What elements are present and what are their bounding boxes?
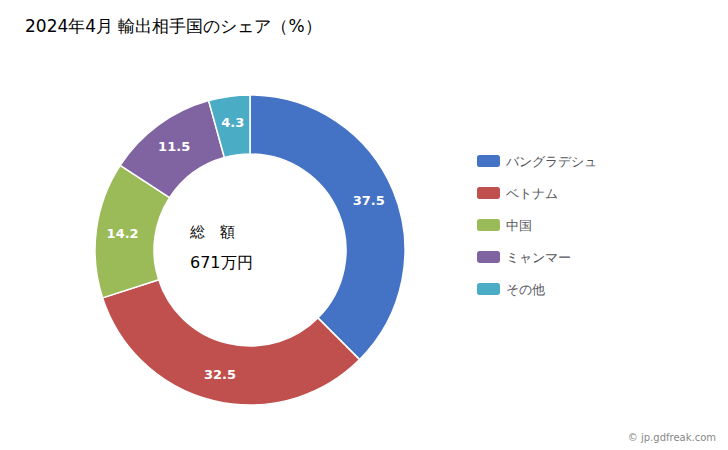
svg-text:© jp.gdfreak.com: © jp.gdfreak.com (628, 432, 716, 443)
svg-text:11.5: 11.5 (158, 139, 190, 154)
svg-text:総 額: 総 額 (189, 223, 235, 241)
svg-text:中国: 中国 (506, 218, 532, 233)
svg-text:ベトナム: ベトナム (506, 186, 558, 201)
svg-text:その他: その他 (506, 282, 545, 297)
svg-text:バングラデシュ: バングラデシュ (505, 154, 597, 169)
svg-text:32.5: 32.5 (204, 367, 236, 382)
svg-text:14.2: 14.2 (107, 226, 139, 241)
svg-text:2024年4月 輸出相手国のシェア（%）: 2024年4月 輸出相手国のシェア（%） (25, 16, 322, 36)
svg-text:37.5: 37.5 (353, 193, 385, 208)
svg-text:4.3: 4.3 (221, 115, 244, 130)
svg-text:ミャンマー: ミャンマー (506, 250, 571, 265)
svg-text:671万円: 671万円 (190, 253, 253, 272)
